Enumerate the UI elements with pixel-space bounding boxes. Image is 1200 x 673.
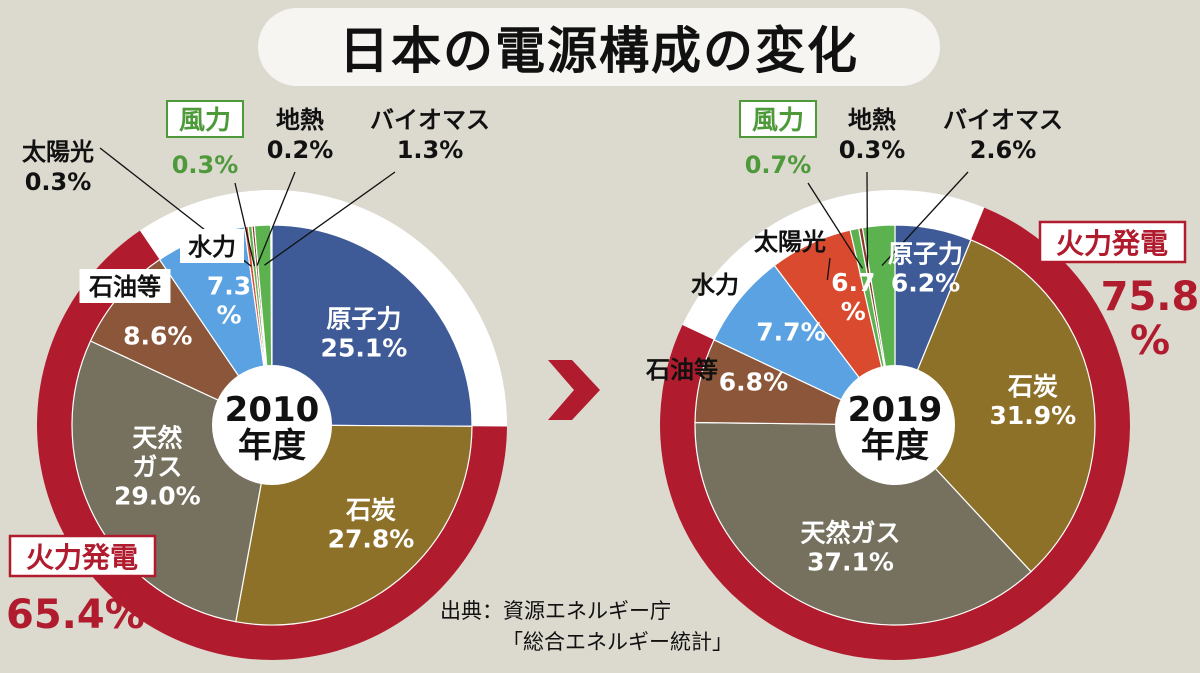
external-label-水力: 水力 (188, 233, 236, 261)
external-label-石油等: 石油等 (645, 356, 718, 384)
source-line-2: 「総合エネルギー統計」 (502, 630, 733, 654)
label-bg (79, 269, 171, 303)
source-note: 出典：資源エネルギー庁 「総合エネルギー統計」 (440, 596, 780, 658)
source-line-1: 出典：資源エネルギー庁 (440, 599, 671, 623)
external-label-地熱: 地熱 0.3% (839, 106, 906, 164)
slice-label-水力: 7.7% (756, 317, 825, 346)
leader-line-風力 (807, 182, 864, 269)
thermal-label-2019: 火力発電 (1056, 227, 1168, 260)
thermal-label-2010: 火力発電 (26, 541, 138, 574)
external-label-name-風力: 風力 (179, 106, 231, 136)
pie-center-hole (212, 365, 332, 485)
title-box: 日本の電源構成の変化 (258, 8, 940, 86)
external-label-太陽光: 太陽光 0.3% (22, 138, 94, 196)
external-label-name-風力: 風力 (752, 106, 804, 136)
pie-slice-石炭 (894, 239, 1096, 573)
thermal-value-2019: 75.8% (1101, 274, 1200, 364)
external-label-バイオマス: バイオマス 2.6% (943, 106, 1063, 164)
arrow-icon (548, 360, 600, 420)
leader-line-風力 (234, 182, 256, 267)
label-bg (180, 229, 244, 263)
external-label-value-風力: 0.3% (172, 151, 239, 179)
leader-line-地熱 (256, 171, 296, 266)
slice-label-原子力: 原子力 6.2% (888, 239, 963, 297)
pie-center-hole (835, 365, 955, 485)
thermal-value-2010: 65.4% (6, 592, 145, 638)
slice-label-石油等: 8.6% (123, 322, 192, 351)
external-label-value-風力: 0.7% (745, 151, 812, 179)
pie-slice-水力 (713, 264, 896, 426)
thermal-label-box (1038, 220, 1187, 264)
wind-label-box (739, 100, 817, 138)
pie-center-label: 2019 年度 (848, 390, 943, 466)
pie-slice-原子力 (271, 224, 473, 427)
thermal-label-box (8, 534, 157, 578)
slice-label-石炭: 石炭 31.9% (990, 372, 1077, 430)
wind-label-box (166, 100, 244, 138)
external-label-バイオマス: バイオマス 1.3% (370, 106, 490, 164)
pie-center-label: 2010 年度 (225, 390, 320, 466)
slice-label-石油等: 6.8% (719, 368, 788, 397)
external-label-水力: 水力 (691, 271, 739, 299)
leader-line-太陽光 (826, 257, 831, 281)
slice-label-天然ガス: 天然ガス 37.1% (801, 519, 901, 577)
slice-label-天然ガス: 天然ガス 29.0% (114, 424, 201, 511)
external-label-石油等: 石油等 (88, 273, 161, 301)
slice-label-太陽光: 6.7% (831, 268, 875, 326)
leader-line-バイオマス (881, 171, 969, 266)
external-label-地熱: 地熱 0.2% (267, 106, 334, 164)
page-title: 日本の電源構成の変化 (339, 22, 859, 80)
slice-label-原子力: 原子力 25.1% (321, 305, 408, 363)
slice-label-石炭: 石炭 27.8% (328, 495, 415, 553)
slice-label-水力: 7.3% (207, 272, 251, 330)
pie-slice-天然ガス (694, 421, 1032, 626)
external-label-太陽光: 太陽光 (754, 228, 826, 256)
leader-line-バイオマス (264, 171, 396, 266)
